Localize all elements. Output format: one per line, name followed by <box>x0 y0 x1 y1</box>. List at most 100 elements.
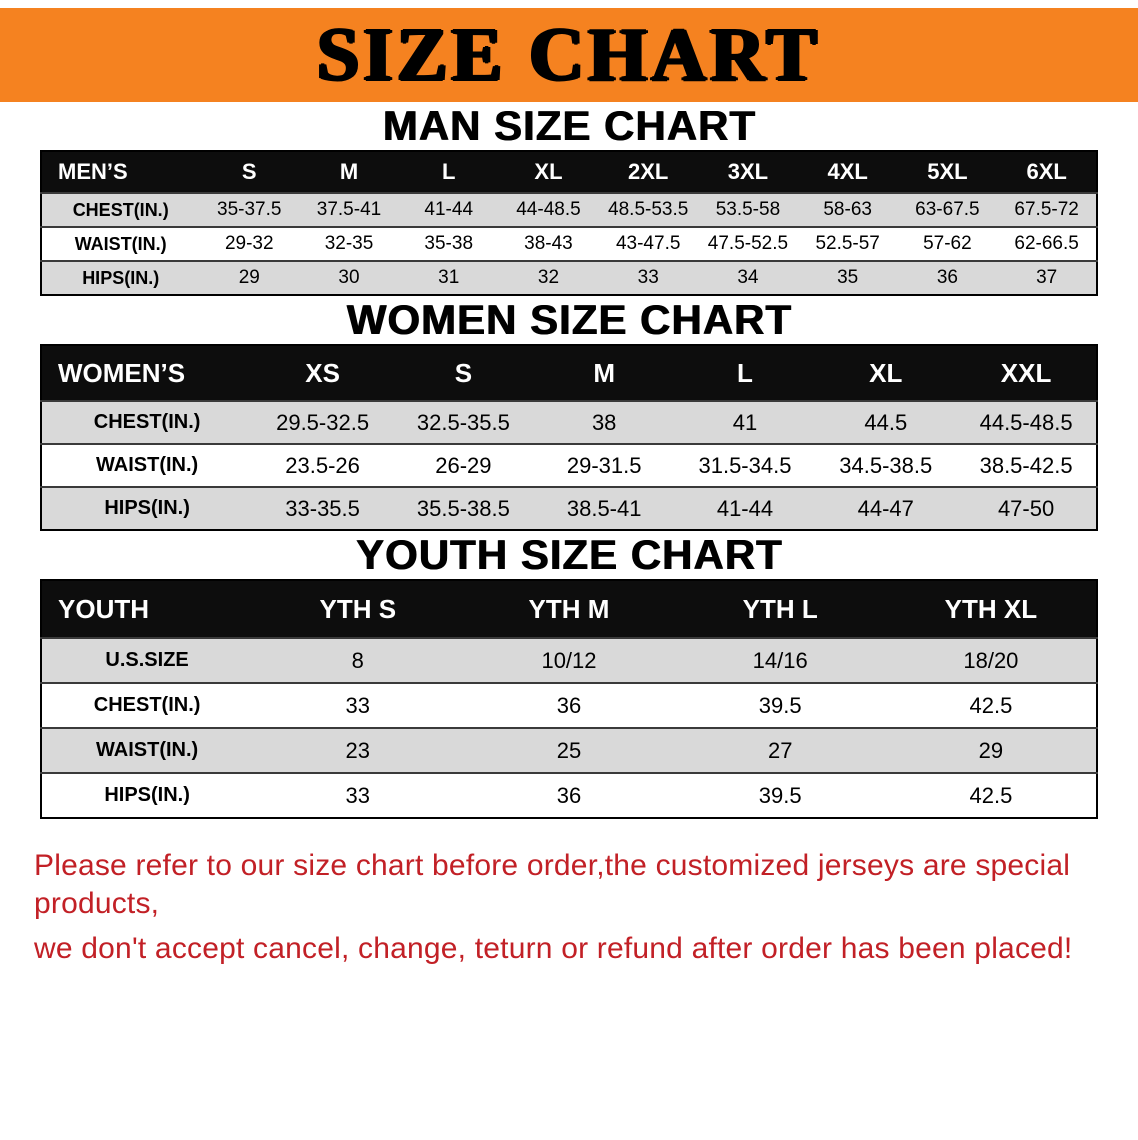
size-column-header: YTH L <box>674 580 886 638</box>
size-value-cell: 25 <box>556 737 582 763</box>
size-value-cell: 30 <box>338 267 360 288</box>
disclaimer-line-2: we don't accept cancel, change, teturn o… <box>34 932 1073 965</box>
size-value-cell: 29.5-32.5 <box>276 409 370 435</box>
size-column-header: S <box>199 151 300 193</box>
size-value-cell: 39.5 <box>758 692 802 718</box>
size-value-cell: 36 <box>936 267 958 288</box>
men-size-table: MEN’S S M L XL 2XL 3XL 4XL 5XL 6XL CHEST(IN.) 35-37… <box>40 150 1098 296</box>
size-column-header: S <box>392 345 534 401</box>
size-value-cell: 35.5-38.5 <box>416 495 510 521</box>
size-value-cell: 33-35.5 <box>285 495 360 521</box>
size-value-cell: 44.5 <box>864 409 908 435</box>
size-column-header: YTH XL <box>885 580 1097 638</box>
size-value-cell: 18/20 <box>963 647 1019 673</box>
size-value-cell: 26-29 <box>435 452 492 478</box>
size-value-cell: 8 <box>351 647 364 673</box>
table-row: WAIST(IN.) 29-32 32-35 35-38 38-43 43-47.5 47.… <box>41 227 1097 261</box>
size-value-cell: 42.5 <box>969 782 1013 808</box>
size-value-cell: 47-50 <box>997 495 1055 521</box>
row-label: WAIST(IN.) <box>95 454 199 476</box>
size-value-cell: 38 <box>591 409 617 435</box>
size-column-header: L <box>398 151 499 193</box>
size-value-cell: 44-48.5 <box>516 199 581 220</box>
table-row: HIPS(IN.) 33 36 39.5 42.5 <box>41 773 1097 818</box>
table-corner-label: WOMEN’S <box>41 345 253 401</box>
size-value-cell: 37 <box>1036 267 1058 288</box>
size-value-cell: 34 <box>737 267 759 288</box>
table-row: HIPS(IN.) 29 30 31 32 33 34 35 36 37 <box>41 261 1097 295</box>
table-row: U.S.SIZE 8 10/12 14/16 18/20 <box>41 638 1097 683</box>
row-label: HIPS(IN.) <box>104 784 190 806</box>
size-value-cell: 35-37.5 <box>217 199 282 220</box>
table-row: CHEST(IN.) 33 36 39.5 42.5 <box>41 683 1097 728</box>
section-heading-women: WOMEN SIZE CHART <box>346 296 792 343</box>
row-label: CHEST(IN.) <box>93 411 201 433</box>
size-value-cell: 53.5-58 <box>715 199 781 220</box>
row-label: WAIST(IN.) <box>95 739 199 761</box>
size-value-cell: 23 <box>345 737 371 763</box>
row-label: HIPS(IN.) <box>104 497 190 519</box>
size-column-header: XXL <box>956 345 1097 401</box>
size-column-header: YTH M <box>463 580 675 638</box>
size-column-header: 3XL <box>698 151 798 193</box>
size-value-cell: 23.5-26 <box>285 452 360 478</box>
table-row: CHEST(IN.) 35-37.5 37.5-41 41-44 44-48.5 48.5… <box>41 193 1097 227</box>
table-corner-label: MEN’S <box>41 151 200 193</box>
size-value-cell: 29 <box>978 737 1004 763</box>
table-header-row: MEN’S S M L XL 2XL 3XL 4XL 5XL 6XL <box>41 151 1097 193</box>
size-column-header: XL <box>815 345 957 401</box>
size-value-cell: 31 <box>438 267 460 288</box>
women-size-table: WOMEN’S XS S M L XL XXL CHEST(IN.) 29.5-32.5 32.5… <box>40 344 1098 531</box>
section-youth: YOUTH SIZE CHART YOUTH YTH S YTH M YTH L YTH… <box>0 531 1138 819</box>
size-value-cell: 29-32 <box>224 233 274 254</box>
size-value-cell: 34.5-38.5 <box>839 452 933 478</box>
size-value-cell: 41-44 <box>424 199 474 220</box>
banner: SIZE CHART <box>0 8 1138 102</box>
disclaimer-line-1: Please refer to our size chart before or… <box>34 849 1071 920</box>
size-value-cell: 10/12 <box>541 647 597 673</box>
size-value-cell: 33 <box>345 782 371 808</box>
size-column-header: 2XL <box>598 151 699 193</box>
size-column-header: M <box>533 345 675 401</box>
row-label: HIPS(IN.) <box>82 267 160 288</box>
size-column-header: L <box>674 345 816 401</box>
size-value-cell: 43-47.5 <box>615 233 681 254</box>
size-column-header: 5XL <box>897 151 998 193</box>
row-label: CHEST(IN.) <box>93 694 201 716</box>
size-value-cell: 33 <box>637 267 659 288</box>
size-value-cell: 32-35 <box>324 233 374 254</box>
section-heading-youth: YOUTH SIZE CHART <box>355 531 783 578</box>
size-value-cell: 35 <box>837 267 859 288</box>
table-row: CHEST(IN.) 29.5-32.5 32.5-35.5 38 41 44.5 44.5… <box>41 401 1097 444</box>
size-value-cell: 52.5-57 <box>815 233 880 254</box>
size-value-cell: 62-66.5 <box>1014 233 1079 254</box>
size-value-cell: 39.5 <box>758 782 802 808</box>
size-value-cell: 33 <box>345 692 371 718</box>
page-title: SIZE CHART <box>316 12 821 97</box>
size-value-cell: 27 <box>767 737 793 763</box>
size-value-cell: 35-38 <box>424 233 474 254</box>
size-value-cell: 36 <box>556 782 582 808</box>
size-value-cell: 47.5-52.5 <box>707 233 789 254</box>
section-heading-men: MAN SIZE CHART <box>382 102 756 149</box>
size-value-cell: 67.5-72 <box>1014 199 1079 220</box>
size-column-header: XS <box>252 345 393 401</box>
size-value-cell: 44-47 <box>857 495 914 521</box>
table-row: HIPS(IN.) 33-35.5 35.5-38.5 38.5-41 41-44 44-… <box>41 487 1097 530</box>
size-value-cell: 32 <box>537 267 560 288</box>
size-column-header: XL <box>498 151 599 193</box>
size-value-cell: 58-63 <box>823 199 872 220</box>
row-label: CHEST(IN.) <box>72 199 169 220</box>
size-value-cell: 63-67.5 <box>915 199 980 220</box>
size-value-cell: 37.5-41 <box>316 199 382 220</box>
size-value-cell: 41 <box>732 409 758 435</box>
size-column-header: M <box>299 151 399 193</box>
size-value-cell: 57-62 <box>923 233 972 254</box>
youth-size-table: YOUTH YTH S YTH M YTH L YTH XL U.S.SIZE 8 10/12… <box>40 579 1098 819</box>
size-value-cell: 38-43 <box>524 233 573 254</box>
table-row: WAIST(IN.) 23.5-26 26-29 29-31.5 31.5-34.5 34… <box>41 444 1097 487</box>
size-value-cell: 44.5-48.5 <box>979 409 1073 435</box>
row-label: WAIST(IN.) <box>74 233 167 254</box>
table-header-row: WOMEN’S XS S M L XL XXL <box>41 345 1097 401</box>
size-value-cell: 38.5-41 <box>566 495 642 521</box>
